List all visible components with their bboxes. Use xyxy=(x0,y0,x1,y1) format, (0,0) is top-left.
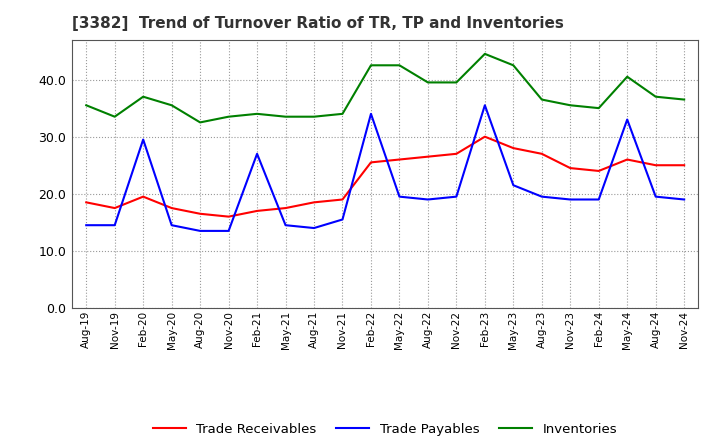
Trade Receivables xyxy=(537,151,546,157)
Trade Receivables xyxy=(623,157,631,162)
Trade Payables xyxy=(480,103,489,108)
Trade Payables xyxy=(282,223,290,228)
Inventories xyxy=(652,94,660,99)
Trade Receivables xyxy=(480,134,489,139)
Trade Payables xyxy=(680,197,688,202)
Inventories xyxy=(537,97,546,102)
Trade Receivables xyxy=(196,211,204,216)
Inventories xyxy=(623,74,631,79)
Trade Receivables xyxy=(680,163,688,168)
Trade Receivables xyxy=(310,200,318,205)
Inventories xyxy=(82,103,91,108)
Trade Receivables xyxy=(509,146,518,151)
Trade Payables xyxy=(537,194,546,199)
Trade Receivables xyxy=(282,205,290,211)
Trade Receivables xyxy=(167,205,176,211)
Line: Inventories: Inventories xyxy=(86,54,684,122)
Trade Payables xyxy=(452,194,461,199)
Trade Receivables xyxy=(110,205,119,211)
Trade Payables xyxy=(623,117,631,122)
Trade Receivables xyxy=(366,160,375,165)
Trade Receivables xyxy=(452,151,461,157)
Legend: Trade Receivables, Trade Payables, Inventories: Trade Receivables, Trade Payables, Inven… xyxy=(148,418,623,440)
Line: Trade Payables: Trade Payables xyxy=(86,105,684,231)
Trade Payables xyxy=(338,217,347,222)
Trade Payables xyxy=(652,194,660,199)
Trade Payables xyxy=(196,228,204,234)
Trade Payables xyxy=(423,197,432,202)
Trade Receivables xyxy=(595,169,603,174)
Trade Payables xyxy=(395,194,404,199)
Trade Payables xyxy=(310,225,318,231)
Trade Receivables xyxy=(566,165,575,171)
Trade Receivables xyxy=(395,157,404,162)
Trade Receivables xyxy=(423,154,432,159)
Inventories xyxy=(282,114,290,119)
Trade Payables xyxy=(366,111,375,117)
Inventories xyxy=(139,94,148,99)
Trade Payables xyxy=(82,223,91,228)
Inventories xyxy=(338,111,347,117)
Inventories xyxy=(595,106,603,111)
Inventories xyxy=(480,51,489,56)
Inventories xyxy=(253,111,261,117)
Trade Payables xyxy=(509,183,518,188)
Inventories xyxy=(225,114,233,119)
Inventories xyxy=(196,120,204,125)
Trade Payables xyxy=(139,137,148,142)
Inventories xyxy=(566,103,575,108)
Inventories xyxy=(310,114,318,119)
Trade Receivables xyxy=(82,200,91,205)
Trade Payables xyxy=(595,197,603,202)
Trade Receivables xyxy=(338,197,347,202)
Inventories xyxy=(452,80,461,85)
Trade Payables xyxy=(110,223,119,228)
Inventories xyxy=(423,80,432,85)
Trade Payables xyxy=(167,223,176,228)
Text: [3382]  Trend of Turnover Ratio of TR, TP and Inventories: [3382] Trend of Turnover Ratio of TR, TP… xyxy=(72,16,564,32)
Inventories xyxy=(509,62,518,68)
Inventories xyxy=(366,62,375,68)
Trade Receivables xyxy=(225,214,233,219)
Inventories xyxy=(167,103,176,108)
Trade Payables xyxy=(225,228,233,234)
Inventories xyxy=(110,114,119,119)
Inventories xyxy=(395,62,404,68)
Trade Payables xyxy=(253,151,261,157)
Trade Payables xyxy=(566,197,575,202)
Trade Receivables xyxy=(139,194,148,199)
Trade Receivables xyxy=(253,208,261,213)
Trade Receivables xyxy=(652,163,660,168)
Inventories xyxy=(680,97,688,102)
Line: Trade Receivables: Trade Receivables xyxy=(86,137,684,216)
